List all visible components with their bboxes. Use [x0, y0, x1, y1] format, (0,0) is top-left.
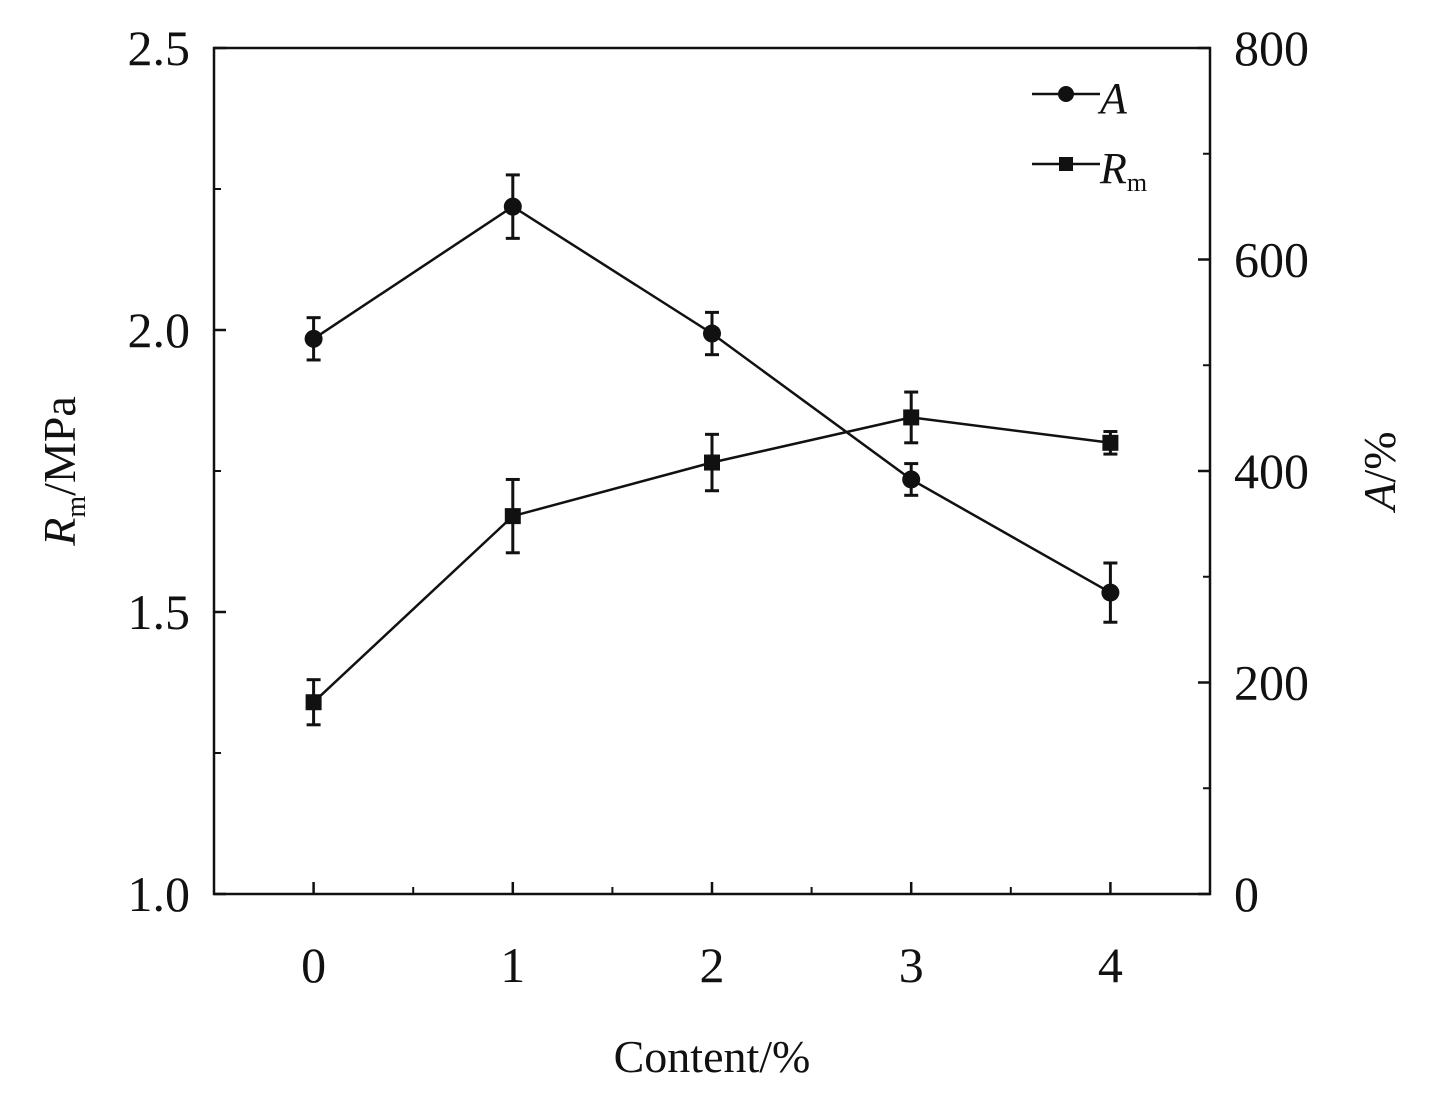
data-point-a [503, 197, 522, 216]
x-tick-label: 0 [301, 937, 326, 993]
legend-marker-square [1059, 157, 1073, 171]
data-point-rm [1102, 434, 1119, 451]
data-point-a [902, 470, 921, 489]
y-right-tick-label: 600 [1234, 232, 1309, 288]
y-left-tick-label: 2.5 [128, 20, 191, 76]
data-point-rm [704, 454, 720, 471]
data-point-rm [305, 694, 322, 711]
y-right-tick-label: 0 [1234, 866, 1259, 922]
y-left-tick-label: 1.5 [128, 584, 191, 640]
y-right-tick-label: 800 [1234, 20, 1309, 76]
data-point-a [304, 329, 323, 348]
legend-marker-circle [1058, 86, 1074, 102]
data-layer [304, 173, 1120, 727]
legend: A Rm [1032, 74, 1147, 197]
ticks-layer: 0 1 2 3 4 1.0 1.5 2.0 2.5 0 200 400 600 800 [128, 20, 1310, 993]
x-axis-title: Content/% [614, 1031, 811, 1082]
y-left-axis-title: Rm/MPa [34, 396, 92, 547]
y-left-tick-label: 2.0 [128, 302, 191, 358]
y-left-tick-label: 1.0 [128, 866, 191, 922]
y-right-tick-label: 400 [1234, 443, 1309, 499]
x-tick-label: 1 [500, 937, 525, 993]
data-point-a [1101, 583, 1120, 602]
y-right-axis-title: A/% [1354, 431, 1405, 513]
x-tick-label: 4 [1098, 937, 1123, 993]
legend-item-rm: Rm [1032, 144, 1147, 197]
legend-label-a: A [1097, 74, 1128, 123]
legend-label-rm: Rm [1099, 144, 1147, 197]
x-tick-label: 3 [899, 937, 924, 993]
legend-item-a: A [1032, 74, 1128, 123]
series-line-a [312, 205, 1112, 594]
y-right-tick-label: 200 [1234, 655, 1309, 711]
data-point-rm [903, 409, 920, 426]
x-tick-label: 2 [700, 937, 725, 993]
data-point-rm [504, 508, 521, 525]
data-point-a [703, 324, 721, 343]
